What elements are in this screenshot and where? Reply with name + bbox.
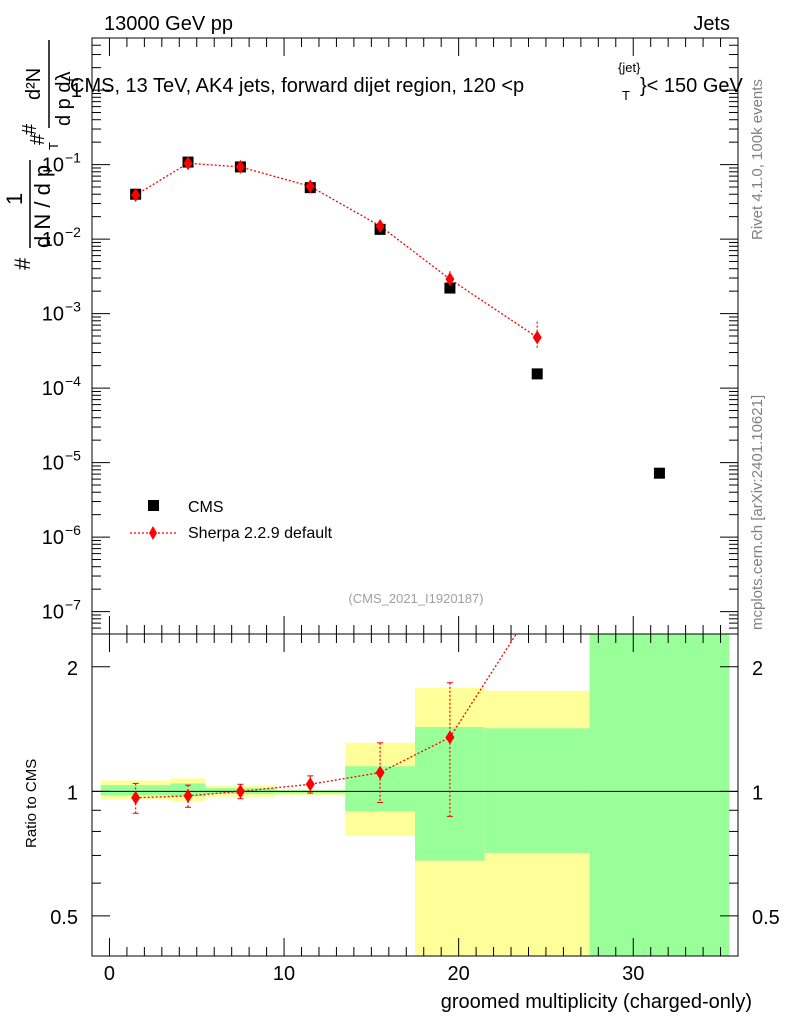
cms-point [653, 467, 665, 479]
legend-cms-marker [148, 500, 159, 511]
xtick-label: 10 [273, 963, 295, 985]
energy-label: 13000 GeV pp [104, 13, 233, 35]
sherpa-point [131, 188, 141, 203]
ratio-data-marks [131, 633, 517, 817]
sherpa-line [135, 162, 538, 338]
main-ytick-exponent: −7 [65, 597, 81, 613]
ylabel-d2N: d²N [23, 68, 45, 100]
main-ytick-label: 10 [42, 378, 64, 400]
main-ytick-label: 10 [42, 229, 64, 251]
mcplots-label: mcplots.cern.ch [arXiv:2401.10621] [749, 395, 766, 630]
cms-point [444, 282, 456, 294]
main-ytick-exponent: −1 [65, 150, 81, 166]
analysis-id: (CMS_2021_I1920187) [348, 591, 483, 606]
sherpa-point [183, 156, 193, 171]
main-ylabel: # 1 d N / d p T # d²N d p dλ T # [2, 40, 81, 270]
sherpa-ratio-point [445, 730, 455, 745]
sherpa-point [532, 330, 542, 345]
cms-point [531, 368, 543, 380]
ratio-band-green-5 [415, 727, 485, 861]
sherpa-point [305, 179, 315, 194]
ratio-band-green-7 [589, 634, 730, 956]
ratio-panel-frame [91, 633, 739, 957]
plot-title: CMS, 13 TeV, AK4 jets, forward dijet reg… [70, 60, 744, 103]
jets-label: Jets [693, 13, 730, 35]
title-end: }< 150 GeV [640, 75, 744, 97]
legend: CMS Sherpa 2.2.9 default [130, 499, 333, 542]
ylabel-dN-dp: d N / d p [30, 165, 55, 248]
legend-sherpa-marker [149, 526, 157, 540]
main-ytick-label: 10 [42, 453, 64, 475]
main-ytick-label: 10 [42, 527, 64, 549]
ratio-band-green-6 [484, 728, 590, 853]
main-ytick-label: 10 [42, 155, 64, 177]
ratio-ylabel: Ratio to CMS [23, 759, 40, 848]
ratio-ytick-label-right: 1 [752, 782, 763, 804]
xtick-label: 0 [104, 963, 115, 985]
sherpa-ratio-point [183, 788, 193, 803]
ratio-uncertainty-bands [100, 634, 730, 956]
sherpa-ratio-point [235, 784, 245, 799]
main-panel-frame [91, 37, 739, 635]
ratio-ytick-label-right: 0.5 [752, 907, 780, 929]
ratio-ytick-label-left: 2 [67, 658, 78, 680]
main-ytick-exponent: −3 [65, 299, 81, 315]
main-ytick-exponent: −4 [65, 373, 81, 389]
ylabel-hash-1: # [10, 257, 35, 270]
main-data-marks [130, 156, 665, 479]
title-main: CMS, 13 TeV, AK4 jets, forward dijet reg… [70, 75, 524, 97]
xtick-label: 30 [622, 963, 644, 985]
sherpa-point [445, 272, 455, 287]
ratio-ytick-label-left: 1 [67, 782, 78, 804]
sherpa-point [375, 218, 385, 233]
sherpa-ratio-point [131, 790, 141, 805]
ylabel-hash-3: # [27, 133, 49, 145]
main-ytick-label: 10 [42, 304, 64, 326]
main-ytick-label: 10 [42, 602, 64, 624]
legend-cms-label: CMS [188, 499, 224, 516]
title-superscript: {jet} [618, 60, 641, 75]
ratio-ytick-label-left: 0.5 [50, 907, 78, 929]
main-ytick-exponent: −5 [65, 448, 81, 464]
legend-sherpa-label: Sherpa 2.2.9 default [188, 525, 333, 542]
main-ytick-label: 1 [71, 80, 82, 102]
main-axis-ticks: 110−110−210−310−410−510−610−7 [42, 37, 738, 635]
main-ytick-exponent: −6 [65, 522, 81, 538]
sherpa-point [235, 159, 245, 174]
main-ytick-exponent: −2 [65, 224, 81, 240]
ylabel-T2: T [66, 76, 81, 84]
ylabel-one: 1 [2, 193, 27, 205]
rivet-label: Rivet 4.1.0, 100k events [749, 79, 766, 240]
ratio-axis-ticks: 0.5 0.51 12 20 10 20 30 [50, 634, 780, 985]
ratio-band-green-0 [100, 785, 171, 796]
ylabel-T1: T [46, 142, 61, 150]
ylabel-hash-2: # [19, 123, 41, 135]
sherpa-ratio-point [375, 765, 385, 780]
xtick-label: 20 [448, 963, 470, 985]
title-subscript: T [622, 88, 630, 103]
ylabel-dp-dlambda: d p dλ [53, 72, 75, 126]
xlabel: groomed multiplicity (charged-only) [441, 991, 752, 1013]
ratio-ytick-label-right: 2 [752, 658, 763, 680]
sherpa-ratio-point [305, 777, 315, 792]
